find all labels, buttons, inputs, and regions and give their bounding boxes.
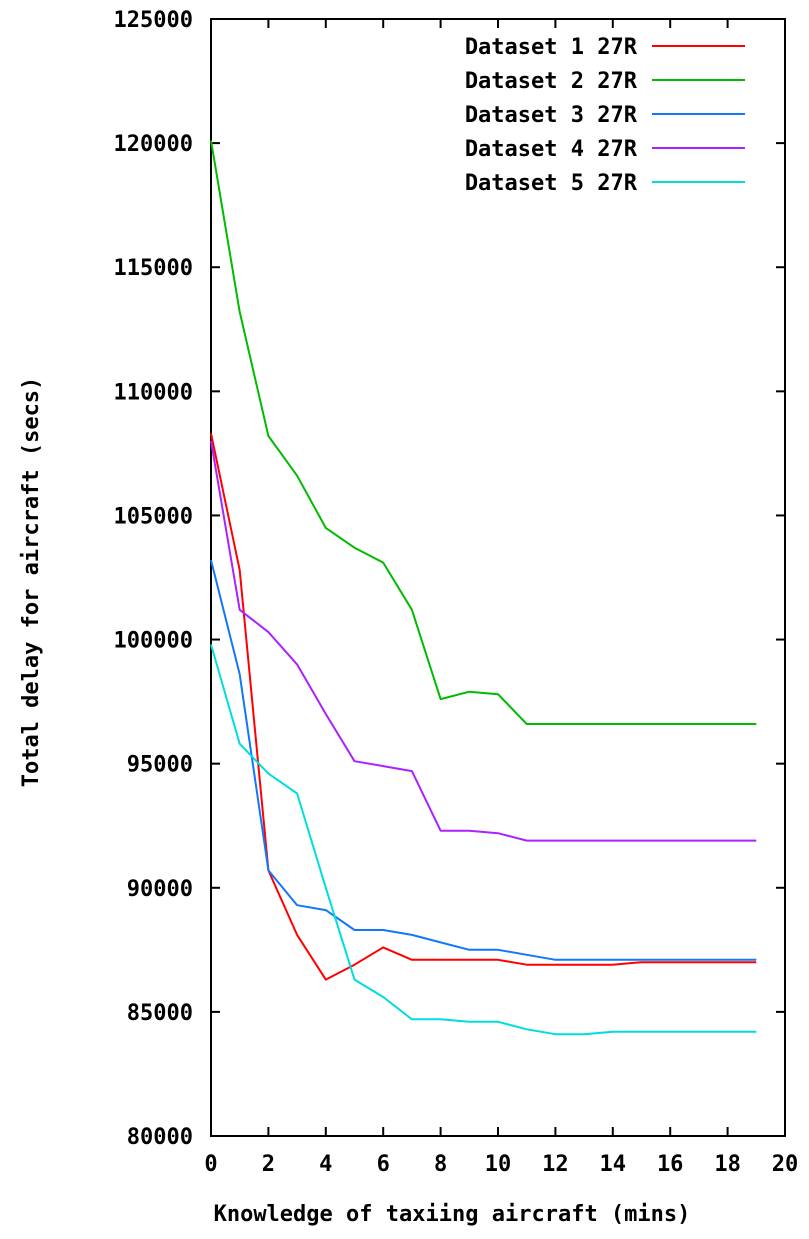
y-tick-label: 80000: [127, 1125, 193, 1150]
legend-label: Dataset 4 27R: [465, 137, 638, 162]
series-line-dataset-3: [210, 559, 757, 961]
y-tick-label: 100000: [114, 629, 193, 654]
x-tick-label: 8: [434, 1152, 447, 1177]
x-tick-label: 4: [319, 1152, 332, 1177]
legend-label: Dataset 3 27R: [465, 103, 638, 128]
x-tick-label: 0: [204, 1152, 217, 1177]
legend: Dataset 1 27R Dataset 2 27R Dataset 3 27R D…: [465, 35, 745, 196]
series-line-dataset-5: [210, 644, 757, 1036]
x-tick-label: 16: [657, 1152, 684, 1177]
series-line-dataset-2: [210, 140, 757, 725]
y-tick-label: 120000: [114, 132, 193, 157]
x-tick-label: 6: [377, 1152, 390, 1177]
x-tick-label: 14: [600, 1152, 627, 1177]
x-tick-label: 2: [262, 1152, 275, 1177]
y-tick-label: 105000: [114, 504, 193, 529]
x-ticks: 0 2 4 6 8 10 12 14 16 18 20: [204, 19, 798, 1177]
x-tick-label: 10: [485, 1152, 512, 1177]
x-tick-label: 18: [714, 1152, 741, 1177]
legend-label: Dataset 2 27R: [465, 69, 638, 94]
y-tick-label: 110000: [114, 380, 193, 405]
x-tick-label: 20: [772, 1152, 799, 1177]
legend-label: Dataset 1 27R: [465, 35, 638, 60]
series-line-dataset-4: [210, 440, 757, 842]
x-tick-label: 12: [542, 1152, 569, 1177]
x-axis-title: Knowledge of taxiing aircraft (mins): [214, 1202, 691, 1227]
y-tick-label: 95000: [127, 753, 193, 778]
y-axis-title: Total delay for aircraft (secs): [19, 377, 44, 788]
y-tick-label: 85000: [127, 1001, 193, 1026]
legend-label: Dataset 5 27R: [465, 171, 638, 196]
y-ticks: 80000 85000 90000 95000 100000 105000 110000 11…: [114, 8, 785, 1150]
y-tick-label: 115000: [114, 256, 193, 281]
series-group: [210, 140, 757, 1036]
y-tick-label: 90000: [127, 877, 193, 902]
series-line-dataset-1: [210, 433, 757, 981]
y-tick-label: 125000: [114, 8, 193, 33]
